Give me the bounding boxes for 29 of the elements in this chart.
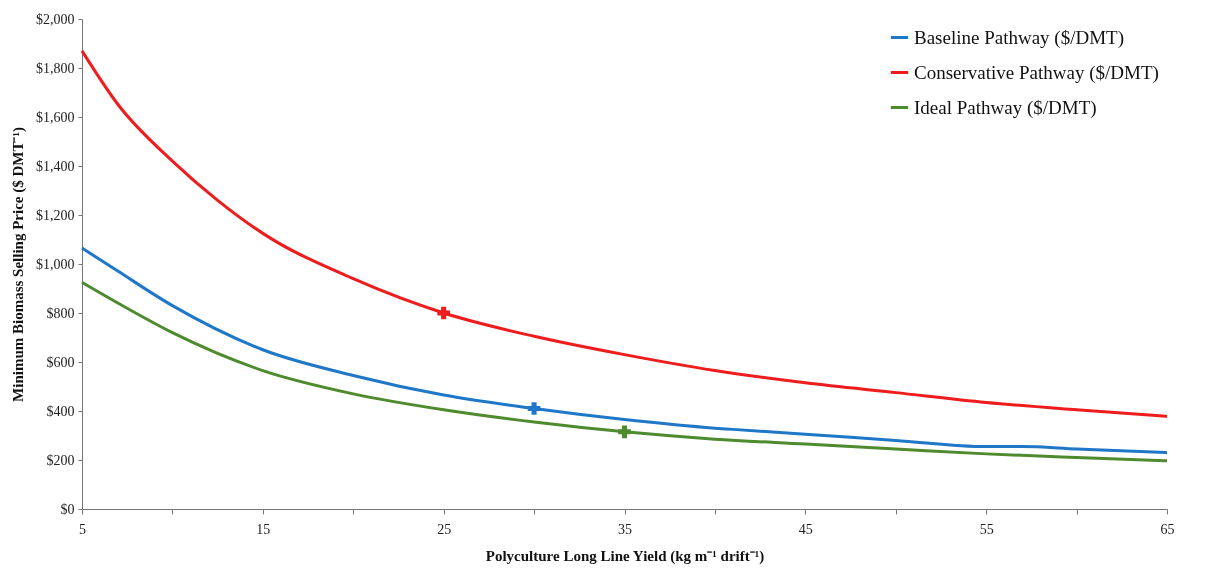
point	[527, 402, 541, 415]
legend-label: Baseline Pathway ($/DMT)	[914, 26, 1125, 49]
y-tick-label: $2,000	[36, 11, 75, 27]
line-series	[80, 49, 1169, 418]
line-series	[80, 246, 1169, 455]
x-tick-label: 55	[979, 521, 994, 537]
y-tick-label: $1,400	[36, 158, 75, 174]
x-tick-label: 65	[1160, 521, 1175, 537]
y-tick-label: $1,600	[36, 109, 75, 125]
x-tick-label: 45	[798, 521, 813, 537]
y-tick-label: $1,000	[36, 256, 75, 272]
x-tick-label: 25	[437, 521, 452, 537]
y-tick-label: $1,200	[36, 207, 75, 223]
point	[618, 425, 631, 439]
y-tick-label: $400	[46, 403, 75, 419]
y-axis-title: Minimum Biomass Selling Price ($ DMT⁻¹)	[10, 127, 27, 402]
legend-label: Ideal Pathway ($/DMT)	[914, 96, 1097, 119]
line-series	[80, 280, 1169, 463]
y-tick-label: $600	[46, 354, 75, 370]
x-tick-label: 15	[256, 521, 271, 537]
x-tick-label: 5	[79, 521, 86, 537]
point	[437, 306, 450, 320]
x-axis-title: Polyculture Long Line Yield (kg m⁻¹ drift⁻¹)	[485, 547, 765, 565]
y-tick-label: $1,800	[36, 60, 75, 76]
y-tick-label: $800	[46, 305, 75, 321]
y-tick-label: $0	[60, 501, 75, 517]
y-tick-label: $200	[46, 452, 75, 468]
legend-label: Conservative Pathway ($/DMT)	[914, 61, 1159, 84]
x-tick-label: 35	[618, 521, 632, 537]
